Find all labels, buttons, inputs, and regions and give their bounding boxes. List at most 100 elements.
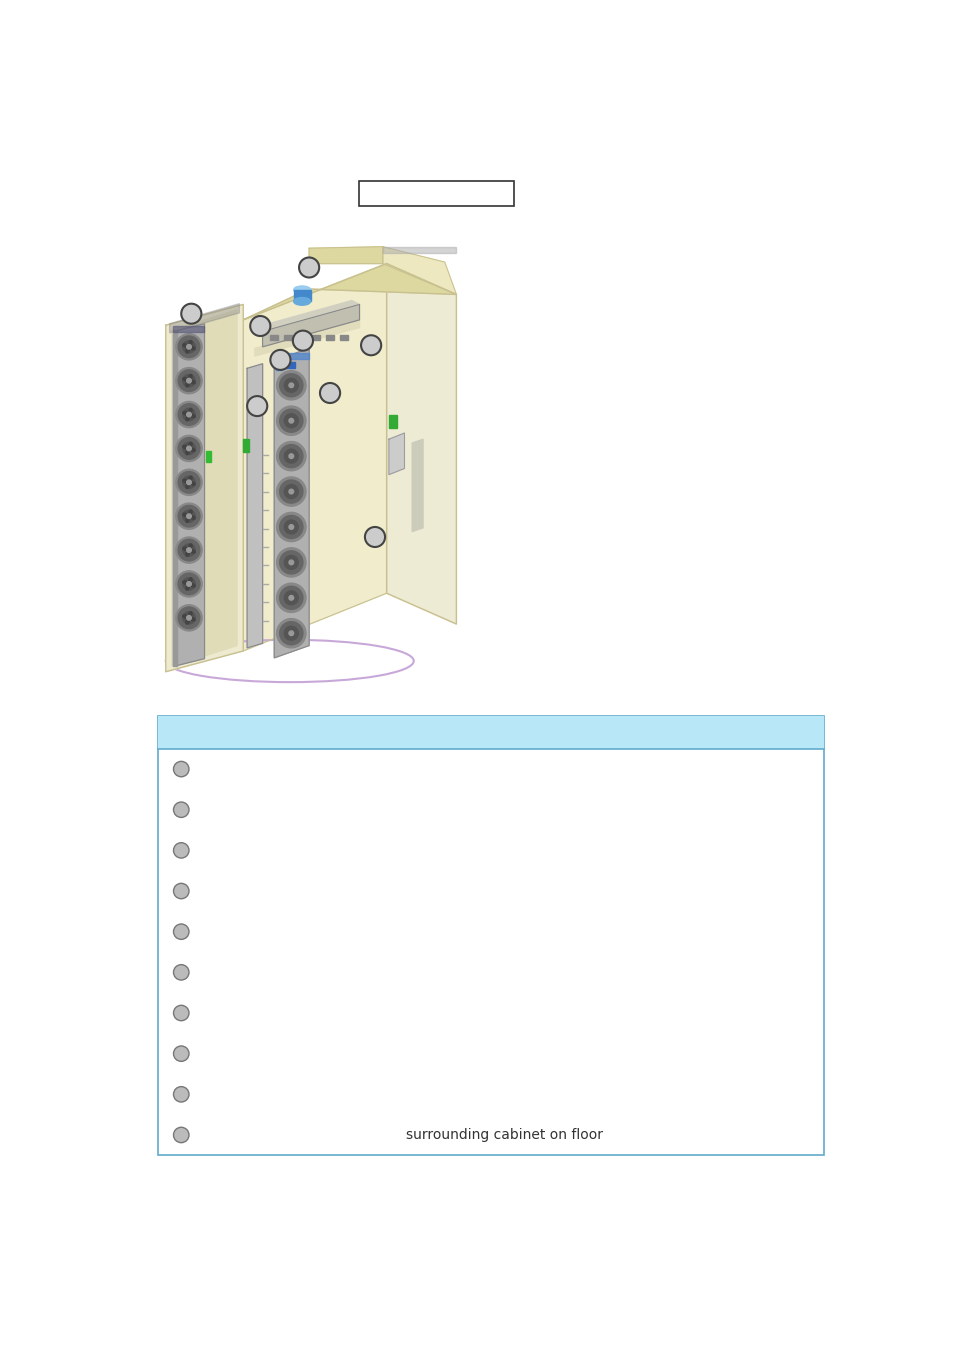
Circle shape [187,481,192,485]
Circle shape [183,443,195,455]
Circle shape [276,583,306,613]
Polygon shape [389,433,404,475]
Circle shape [187,344,192,350]
Circle shape [178,505,199,526]
FancyBboxPatch shape [340,335,348,340]
Circle shape [175,470,202,495]
Circle shape [175,537,202,563]
Polygon shape [412,439,422,532]
Ellipse shape [189,477,192,482]
Circle shape [173,923,189,940]
Polygon shape [247,363,262,648]
Ellipse shape [186,517,190,522]
FancyBboxPatch shape [270,335,278,340]
Circle shape [187,548,192,552]
Circle shape [279,481,303,504]
Circle shape [276,618,306,648]
Circle shape [279,622,303,645]
Polygon shape [172,310,236,667]
FancyBboxPatch shape [173,325,204,332]
Circle shape [289,560,294,564]
Polygon shape [274,348,309,657]
FancyBboxPatch shape [326,335,334,340]
Circle shape [187,412,192,417]
Ellipse shape [190,414,195,417]
Ellipse shape [189,443,192,447]
Circle shape [175,333,202,360]
Circle shape [284,626,298,640]
Circle shape [360,335,381,355]
Polygon shape [262,305,359,347]
Circle shape [183,578,195,590]
Ellipse shape [190,448,195,451]
Ellipse shape [189,408,192,413]
Circle shape [183,477,195,489]
Ellipse shape [190,482,195,486]
Ellipse shape [186,450,190,455]
Ellipse shape [189,510,192,516]
FancyBboxPatch shape [389,414,396,428]
FancyBboxPatch shape [284,335,292,340]
Circle shape [284,450,298,463]
Ellipse shape [190,583,195,587]
Circle shape [178,608,199,629]
Polygon shape [386,263,456,624]
Ellipse shape [190,347,195,350]
FancyBboxPatch shape [275,360,282,370]
Circle shape [187,514,192,518]
Circle shape [289,630,294,636]
Ellipse shape [189,340,192,346]
Circle shape [173,1006,189,1021]
Circle shape [279,374,303,397]
Circle shape [175,504,202,529]
Circle shape [284,591,298,605]
Circle shape [284,414,298,428]
Polygon shape [243,263,456,320]
FancyBboxPatch shape [359,181,514,207]
Polygon shape [254,301,359,331]
Circle shape [279,444,303,467]
Ellipse shape [189,544,192,549]
Circle shape [187,616,192,620]
FancyBboxPatch shape [283,362,294,369]
Circle shape [173,761,189,776]
FancyBboxPatch shape [298,335,306,340]
FancyBboxPatch shape [158,717,823,1156]
Circle shape [175,435,202,462]
Circle shape [284,485,298,498]
Ellipse shape [183,513,188,517]
Ellipse shape [183,580,188,585]
Ellipse shape [183,344,188,347]
Circle shape [173,1046,189,1061]
Ellipse shape [190,381,195,383]
FancyBboxPatch shape [312,335,319,340]
Circle shape [183,612,195,624]
Circle shape [178,404,199,425]
Circle shape [289,383,294,387]
Circle shape [183,409,195,421]
Ellipse shape [186,382,190,387]
Circle shape [365,526,385,547]
Circle shape [298,258,319,278]
Circle shape [279,409,303,432]
Polygon shape [173,331,177,667]
Circle shape [276,548,306,576]
Circle shape [279,586,303,609]
Polygon shape [309,247,382,263]
Circle shape [173,802,189,817]
Ellipse shape [183,479,188,483]
Circle shape [289,489,294,494]
Ellipse shape [186,618,190,624]
Circle shape [284,555,298,570]
Circle shape [173,883,189,899]
Circle shape [276,513,306,541]
FancyBboxPatch shape [274,352,309,359]
Circle shape [178,471,199,493]
Circle shape [289,418,294,423]
Ellipse shape [183,446,188,448]
Polygon shape [166,305,243,672]
Circle shape [178,574,199,595]
FancyBboxPatch shape [382,247,456,252]
Circle shape [187,582,192,586]
Circle shape [178,437,199,459]
